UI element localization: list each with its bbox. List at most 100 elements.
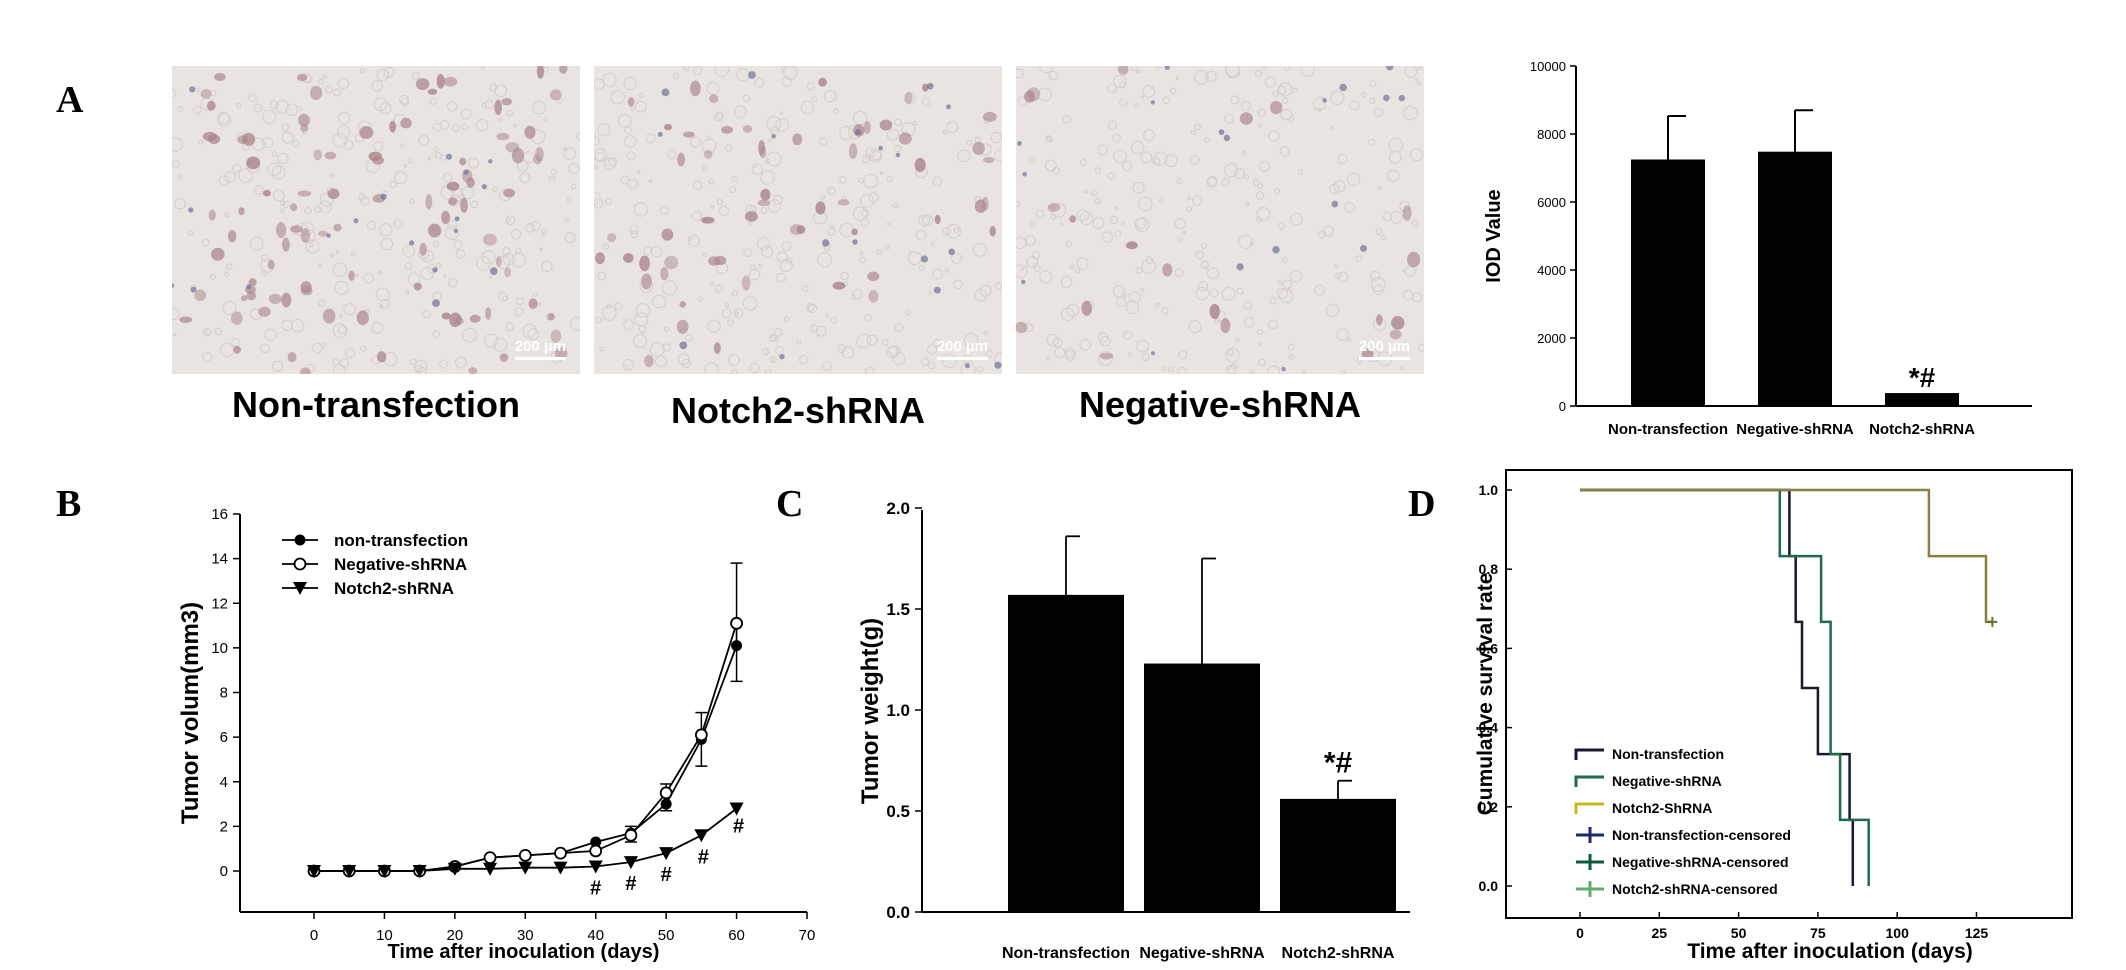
tissue-texture [972,242,987,257]
b-data-point [412,865,427,878]
tissue-texture [1130,140,1145,155]
tissue-texture [660,205,669,215]
tissue-texture [1062,115,1071,124]
tissue-texture [379,102,392,115]
tissue-texture [1389,151,1402,164]
stained-cell [413,282,422,291]
tissue-texture [1255,191,1265,200]
stained-cell [313,149,322,161]
stained-cell [282,237,290,252]
tissue-texture [974,288,988,302]
tissue-texture [1048,70,1059,81]
tissue-texture [1254,69,1263,78]
tissue-texture [709,281,715,287]
tissue-texture [698,296,704,302]
stained-cell [267,259,275,270]
tissue-texture [1269,297,1277,305]
tissue-texture [876,249,882,256]
tissue-texture [1344,202,1355,213]
tissue-texture [820,194,826,200]
tissue-texture [1192,195,1203,206]
tissue-texture [1175,76,1180,80]
tissue-texture [261,270,268,277]
tissue-texture [443,274,447,278]
stained-cell [238,207,245,216]
d-x-tick-label: 125 [1965,925,1989,941]
tissue-texture [859,256,866,264]
a-significance-mark: *# [1909,362,1936,393]
nucleus [1322,98,1327,103]
tissue-texture [1257,329,1264,336]
tissue-texture [389,181,397,189]
stained-cell [194,289,207,302]
tissue-texture [309,242,314,248]
tissue-texture [226,263,233,270]
d-survival-curve [1580,488,1870,886]
tissue-texture [260,343,270,354]
tissue-texture [946,223,962,239]
tissue-texture [864,314,872,322]
tissue-texture [1075,267,1081,274]
tissue-texture [174,198,186,210]
tissue-texture [1276,287,1289,300]
micrograph-image [594,66,1002,374]
tissue-texture [409,198,415,205]
tissue-texture [1286,288,1293,294]
tissue-texture [569,316,580,331]
tissue-texture [282,200,291,209]
tissue-texture [320,342,326,348]
tissue-texture [337,125,351,139]
tissue-texture [1177,237,1183,243]
tissue-texture [337,325,347,335]
tissue-texture [627,178,638,190]
tissue-texture [187,230,194,236]
tissue-texture [333,363,346,374]
stained-cell [627,97,635,107]
tissue-texture [1257,108,1266,117]
stained-cell [348,270,355,281]
tissue-texture [414,364,423,373]
tissue-texture [1214,317,1221,324]
tissue-texture [704,362,719,374]
tissue-texture [548,175,556,182]
tissue-texture [1230,95,1240,105]
scale-bar-label: 200 µm [936,338,988,355]
tissue-texture [638,325,647,334]
tissue-texture [1221,286,1236,301]
nucleus [771,134,776,139]
tissue-texture [1045,135,1053,143]
tissue-texture [624,126,632,135]
stained-cell [1024,90,1035,103]
stained-cell [1162,263,1173,277]
tissue-texture [1373,284,1384,296]
stained-cell [494,99,503,115]
stained-cell [211,247,225,261]
tissue-texture [1046,357,1051,361]
tissue-texture [605,198,612,205]
nucleus [445,153,453,160]
tissue-texture [957,149,971,163]
stained-cell [934,214,941,225]
tissue-texture [359,68,365,74]
stained-cell [310,85,323,101]
d-legend-label: Non-transfection-censored [1612,827,1791,843]
stained-cell [1220,318,1231,334]
tissue-texture [918,214,931,227]
nucleus [933,286,941,294]
tissue-texture [568,162,580,175]
tissue-texture [172,307,180,321]
tissue-texture [802,285,809,292]
tissue-texture [1234,167,1245,179]
nucleus [380,193,387,200]
tissue-texture [1209,288,1219,298]
tissue-texture [343,303,356,316]
nucleus [432,267,438,273]
tissue-texture [1280,108,1293,121]
tissue-texture [1373,107,1384,118]
tissue-texture [693,181,703,191]
stained-cell [1081,300,1092,316]
micrograph-caption: Negative-shRNA [1078,384,1362,425]
tissue-texture [488,275,493,279]
tissue-texture [927,344,938,355]
tissue-texture [1091,189,1098,197]
